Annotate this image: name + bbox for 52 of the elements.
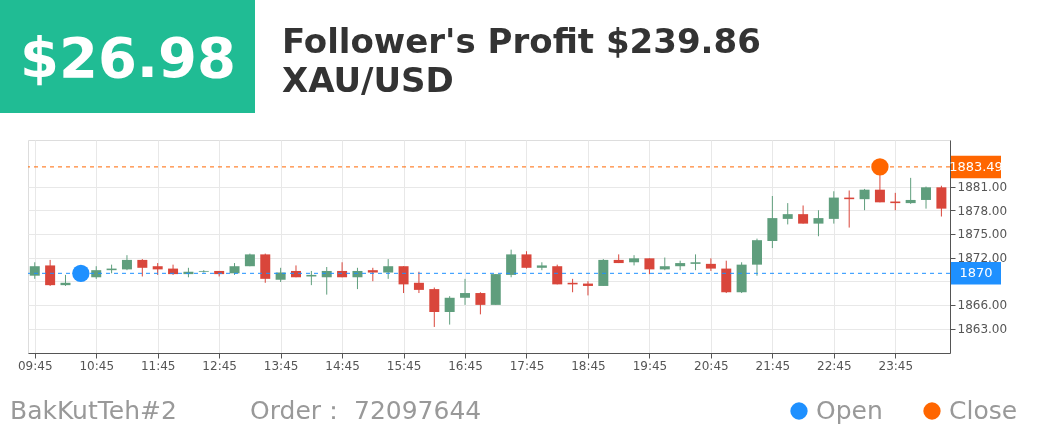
x-tick-label: 21:45 (755, 358, 791, 373)
candlestick (398, 265, 409, 294)
x-tick-label: 22:45 (817, 358, 852, 373)
x-tick-label: 16:45 (448, 358, 483, 373)
candlestick (383, 258, 394, 280)
x-tick-label: 18:45 (571, 358, 606, 373)
candlestick (629, 254, 640, 266)
x-tick-label: 17:45 (509, 358, 545, 373)
candlestick (506, 249, 517, 278)
candlestick (859, 188, 870, 211)
candlestick (536, 261, 547, 271)
y-tick-label: 1863.00 (957, 322, 1008, 337)
candlestick (429, 287, 440, 328)
candlestick (767, 195, 778, 249)
candlestick (798, 204, 809, 225)
legend-label: Open (816, 396, 883, 425)
candlestick (874, 174, 885, 203)
candlestick (721, 260, 732, 294)
y-tick-label: 1872.00 (957, 251, 1008, 266)
x-tick-label: 20:45 (694, 358, 729, 373)
y-tick-label: 1875.00 (957, 227, 1008, 242)
x-tick-label: 15:45 (386, 358, 422, 373)
x-tick-label: 09:45 (17, 358, 53, 373)
candlestick (460, 278, 471, 306)
candlestick (936, 185, 947, 218)
chart-subtitle: XAU/USD (282, 60, 454, 100)
x-tick-label: 12:45 (202, 358, 237, 373)
candlestick (198, 269, 209, 274)
candlestick (782, 202, 793, 225)
x-tick-label: 23:45 (878, 358, 914, 373)
x-tick-label: 14:45 (325, 358, 360, 373)
y-tick-label: 1881.00 (957, 180, 1008, 195)
candlestick (475, 291, 486, 315)
x-tick-label: 11:45 (140, 358, 176, 373)
x-tick-label: 13:45 (263, 358, 299, 373)
ref-line-label: 1870 (959, 265, 993, 281)
candlestick (813, 209, 824, 237)
x-tick-label: 10:45 (79, 358, 115, 373)
candlestick (413, 271, 424, 294)
candlestick (444, 295, 455, 326)
text: Order： 72097644 (250, 396, 482, 425)
x-tick-label: 19:45 (632, 358, 668, 373)
text: BakKutTeh#2 (10, 396, 177, 425)
candlestick (45, 259, 56, 287)
text: $26.98 (19, 25, 237, 90)
candlestick (705, 257, 716, 272)
y-tick-label: 1878.00 (957, 203, 1008, 218)
legend-label: Close (949, 396, 1018, 425)
chart-title: Follower's Profit $239.86 (282, 21, 761, 61)
candlestick (828, 190, 839, 225)
candlestick (905, 177, 916, 205)
y-tick-label: 1866.00 (957, 298, 1008, 313)
